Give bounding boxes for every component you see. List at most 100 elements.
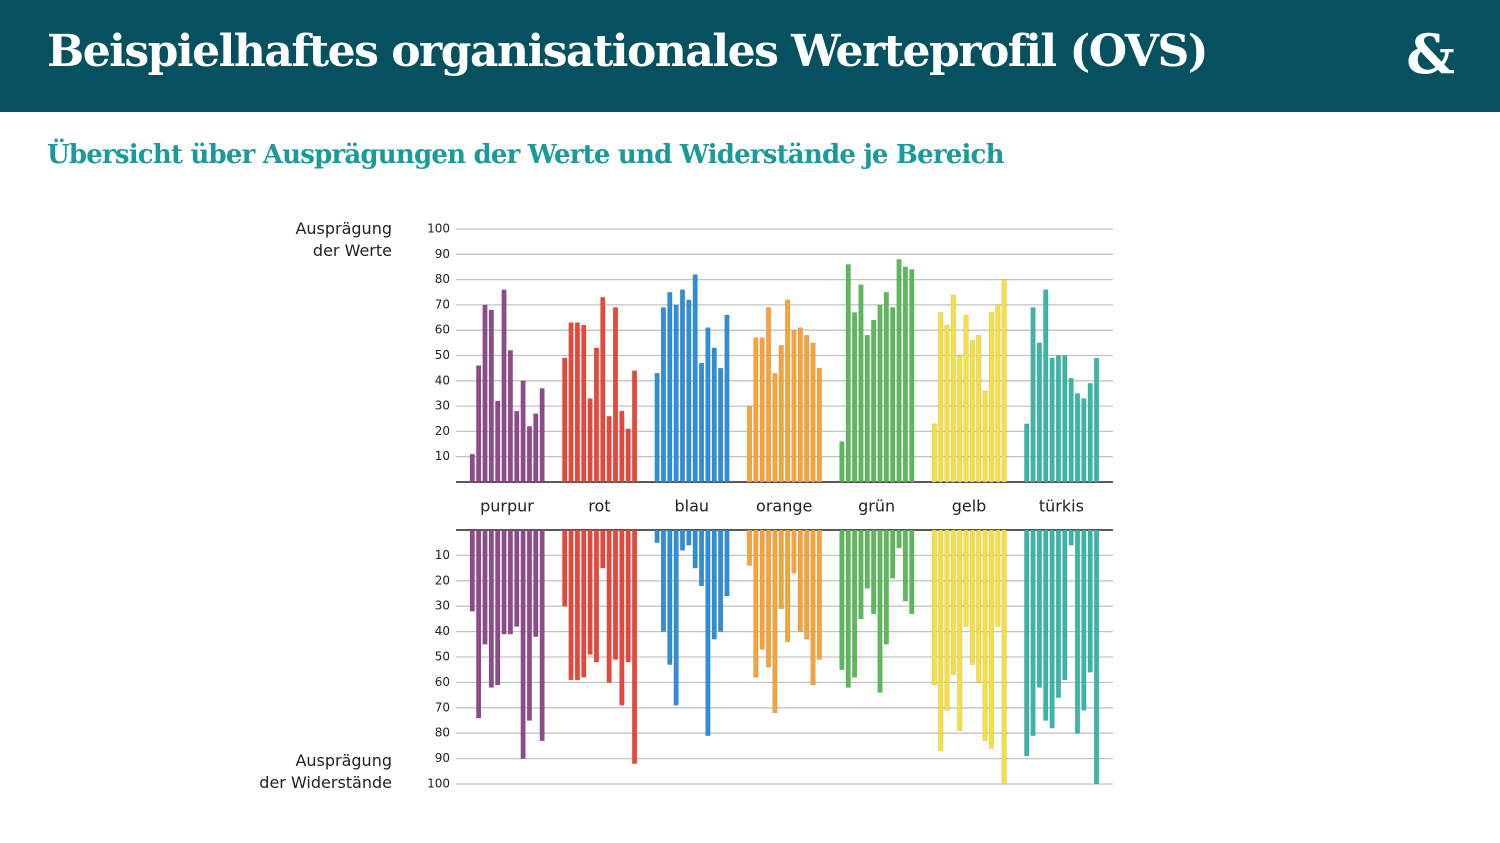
bar [1081,398,1087,483]
bar [1043,289,1049,483]
logo: & [1406,22,1455,86]
bar [619,410,625,483]
bar [969,340,975,483]
bar [963,314,969,483]
bar [1087,529,1093,673]
bar [1036,529,1042,688]
category-label: grün [858,497,895,516]
bar [718,367,724,483]
bar [699,362,705,483]
bar [673,529,679,706]
bar [1087,383,1093,483]
bar [507,350,513,483]
bar [574,322,580,483]
bar [778,345,784,483]
bar [759,529,765,650]
bar [692,529,698,569]
bar [495,400,501,483]
bar [988,529,995,749]
bar [679,289,686,483]
bar [581,324,587,483]
bar [619,529,625,706]
bar [606,529,612,683]
bar [1074,393,1081,483]
bar [568,529,574,681]
bar [864,335,870,483]
bar [1036,342,1042,483]
label-line: Ausprägung [295,219,392,238]
bar [625,428,631,483]
bar [785,299,791,483]
bar [660,307,667,483]
bar [476,529,482,719]
bar [839,529,845,670]
bar [705,327,711,483]
bar [1062,355,1068,483]
y-tick-label: 50 [435,348,450,362]
bar [877,529,883,693]
bar [1030,529,1036,736]
bar [667,292,673,483]
bar [1049,357,1055,483]
bar [1024,529,1030,757]
category-label: gelb [952,497,987,516]
bar [482,304,488,483]
bar [699,529,705,587]
bar [1055,355,1062,483]
bar [501,289,507,483]
bar [514,410,520,483]
bar [852,529,858,678]
bar [858,529,864,620]
bar [995,304,1001,483]
bar [625,529,631,663]
bar [1081,529,1087,711]
bar [1055,529,1062,698]
bar [526,529,533,721]
y-tick-label: 40 [435,624,450,638]
bar [654,529,660,543]
y-tick-label: 90 [435,751,450,765]
bar [791,329,797,483]
bar [711,529,717,640]
bar [877,304,883,483]
y-tick-label: 80 [435,726,450,740]
bar [673,304,679,483]
bar [858,284,864,483]
bar [871,529,877,615]
bar [902,529,908,602]
bar [1068,529,1074,546]
bar [501,529,507,635]
bar [533,413,539,483]
bar [797,529,803,632]
y-tick-label: 10 [435,449,450,463]
bar [871,319,877,483]
bar [1062,529,1068,681]
bar [931,423,937,483]
bar [495,529,501,686]
y-tick-label: 30 [435,599,450,613]
y-tick-label: 50 [435,650,450,664]
bar [883,529,889,645]
bar [469,453,475,483]
bar [667,529,673,665]
bar [692,274,698,483]
bar [845,264,851,483]
bar [931,529,937,686]
bar [632,370,638,483]
bar [469,529,475,612]
label-line: der Widerstände [259,773,392,792]
bar [1024,423,1030,483]
bar [753,529,759,678]
category-label: orange [756,497,812,516]
label-line: der Werte [312,241,392,260]
bar [476,365,482,483]
bar [982,529,988,742]
bar [896,259,902,483]
header: Beispielhaftes organisationales Wertepro… [0,0,1500,112]
y-tick-label: 70 [435,297,450,311]
bar [539,529,545,742]
bar [600,529,606,569]
bar [766,529,772,668]
